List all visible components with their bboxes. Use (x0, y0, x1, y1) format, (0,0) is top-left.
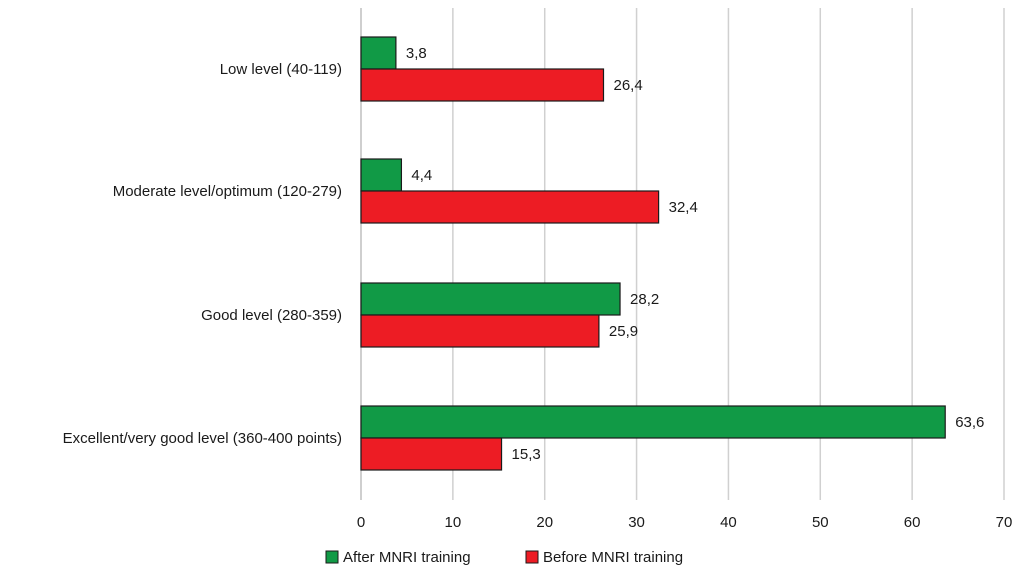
category-label-2: Moderate level/optimum (120-279) (113, 183, 342, 200)
x-tick-label-20: 20 (536, 514, 553, 531)
x-tick-label-10: 10 (445, 514, 462, 531)
legend-label-before: Before MNRI training (543, 549, 683, 566)
legend-swatch-after (325, 550, 339, 564)
category-label-4: Excellent/very good level (360-400 point… (63, 430, 342, 447)
x-tick-labels: 0 10 20 30 40 50 60 70 (357, 514, 1013, 531)
after-data-label-3: 28,2 (630, 291, 659, 308)
after-data-label-1: 3,8 (406, 45, 427, 62)
after-bar-3 (360, 282, 621, 316)
x-tick-label-50: 50 (812, 514, 829, 531)
after-bar-1 (360, 36, 397, 70)
after-bar-4 (360, 405, 946, 439)
before-bar-3 (360, 314, 600, 348)
x-tick-label-70: 70 (996, 514, 1013, 531)
before-data-label-1: 26,4 (614, 77, 643, 94)
x-tick-label-40: 40 (720, 514, 737, 531)
before-bar-2 (360, 190, 660, 224)
x-tick-label-60: 60 (904, 514, 921, 531)
category-labels: Low level (40-119) Moderate level/optimum… (63, 61, 342, 447)
bars (360, 36, 946, 471)
legend: After MNRI training Before MNRI training (325, 549, 683, 566)
before-data-label-3: 25,9 (609, 323, 638, 340)
category-label-1: Low level (40-119) (220, 61, 342, 78)
after-data-label-4: 63,6 (955, 414, 984, 431)
before-data-label-4: 15,3 (512, 446, 541, 463)
after-bar-2 (360, 158, 403, 192)
x-tick-label-30: 30 (628, 514, 645, 531)
data-labels: 3,8 4,4 28,2 63,6 26,4 32,4 25,9 15,3 (406, 45, 985, 463)
before-data-label-2: 32,4 (669, 199, 698, 216)
legend-label-after: After MNRI training (343, 549, 471, 566)
category-label-3: Good level (280-359) (201, 307, 342, 324)
before-bar-4 (360, 437, 503, 471)
legend-swatch-before (525, 550, 539, 564)
x-tick-label-0: 0 (357, 514, 365, 531)
after-data-label-2: 4,4 (411, 167, 432, 184)
before-bar-1 (360, 68, 605, 102)
